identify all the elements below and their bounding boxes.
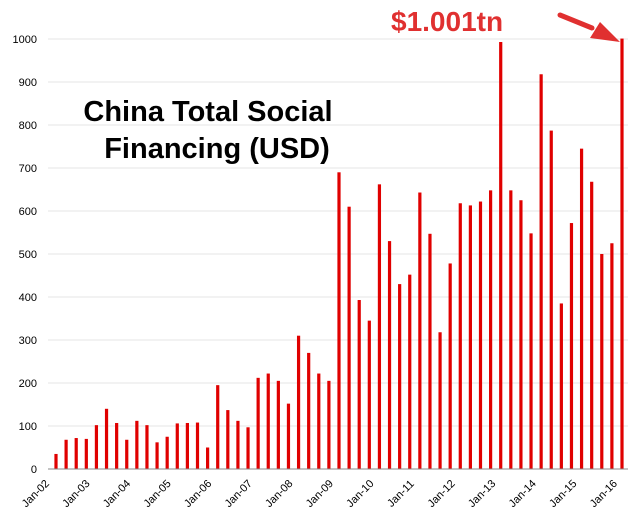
- bar: [347, 206, 351, 469]
- bar: [256, 377, 260, 469]
- bar: [135, 420, 139, 469]
- bar: [206, 447, 210, 469]
- y-tick-label: 600: [19, 206, 37, 218]
- bar: [398, 284, 402, 469]
- bar: [509, 190, 513, 470]
- x-tick-label: Jan-10: [344, 478, 376, 510]
- bar: [286, 403, 291, 469]
- bar: [236, 420, 240, 469]
- bar: [276, 380, 280, 469]
- bar: [94, 425, 99, 469]
- y-tick-label: 1000: [13, 34, 37, 46]
- bar: [438, 332, 442, 469]
- bar: [448, 263, 452, 469]
- bar: [195, 422, 200, 469]
- bar: [185, 422, 189, 469]
- x-tick-label: Jan-05: [141, 478, 173, 510]
- y-tick-label: 200: [19, 378, 37, 390]
- bar: [408, 274, 412, 469]
- bar: [610, 243, 614, 469]
- bar: [327, 380, 331, 469]
- callout-arrow-icon: [557, 12, 620, 42]
- bar: [529, 233, 533, 469]
- bar: [499, 42, 503, 469]
- x-tick-label: Jan-16: [588, 478, 620, 510]
- y-axis: 0 100 200 300 400 500 600 700 800 900 1000: [13, 34, 37, 476]
- bar: [64, 439, 68, 469]
- x-tick-label: Jan-13: [466, 478, 498, 510]
- y-tick-label: 0: [31, 464, 37, 476]
- bar: [317, 373, 321, 469]
- x-tick-label: Jan-04: [101, 478, 133, 510]
- chart-title-line-1: China Total Social: [83, 96, 332, 128]
- x-tick-label: Jan-02: [20, 478, 52, 510]
- bar: [519, 200, 523, 469]
- bar: [296, 335, 301, 469]
- bar: [590, 181, 594, 469]
- bar: [387, 241, 392, 469]
- y-tick-label: 300: [19, 335, 37, 347]
- bar: [600, 254, 604, 469]
- y-tick-label: 800: [19, 120, 37, 132]
- bar: [579, 148, 584, 469]
- x-tick-label: Jan-06: [182, 478, 214, 510]
- y-tick-label: 100: [19, 421, 37, 433]
- callout-label: $1.001tn: [391, 6, 503, 37]
- bar: [458, 203, 462, 469]
- bar: [559, 303, 563, 469]
- y-tick-label: 900: [19, 77, 37, 89]
- x-tick-label: Jan-12: [425, 478, 457, 510]
- bars: [54, 38, 624, 470]
- bar: [337, 172, 341, 470]
- bar: [418, 192, 422, 469]
- x-tick-label: Jan-07: [223, 478, 255, 510]
- bar: [246, 427, 250, 469]
- bar: [155, 442, 159, 469]
- bar: [54, 453, 58, 469]
- bar: [489, 190, 493, 470]
- bar: [216, 385, 220, 469]
- x-axis: Jan-02 Jan-03 Jan-04 Jan-05 Jan-06 Jan-07 Jan-…: [20, 478, 620, 510]
- chart-title-line-2: Financing (USD): [104, 133, 330, 165]
- bar: [468, 205, 472, 469]
- bar: [74, 438, 78, 469]
- y-tick-label: 700: [19, 163, 37, 175]
- x-tick-label: Jan-08: [263, 478, 295, 510]
- bar: [539, 74, 543, 469]
- bar: [357, 300, 361, 469]
- y-tick-label: 400: [19, 292, 37, 304]
- x-tick-label: Jan-11: [385, 478, 417, 510]
- bar: [175, 423, 179, 469]
- bar: [307, 352, 311, 469]
- bar: [549, 130, 553, 469]
- bar: [266, 373, 270, 469]
- bar: [145, 425, 149, 469]
- bar: [478, 201, 483, 470]
- bar: [377, 184, 382, 469]
- bar: [428, 233, 432, 469]
- x-tick-label: Jan-09: [304, 478, 336, 510]
- x-tick-label: Jan-15: [547, 478, 579, 510]
- bar: [367, 320, 371, 469]
- bar: [226, 410, 230, 469]
- x-tick-label: Jan-03: [60, 478, 92, 510]
- bar: [620, 38, 624, 469]
- bar: [84, 438, 88, 469]
- bar: [165, 436, 169, 469]
- bar: [104, 408, 109, 469]
- bar: [115, 422, 119, 469]
- y-tick-label: 500: [19, 249, 37, 261]
- bar: [125, 439, 129, 469]
- x-tick-label: Jan-14: [507, 478, 539, 510]
- bar: [569, 223, 574, 469]
